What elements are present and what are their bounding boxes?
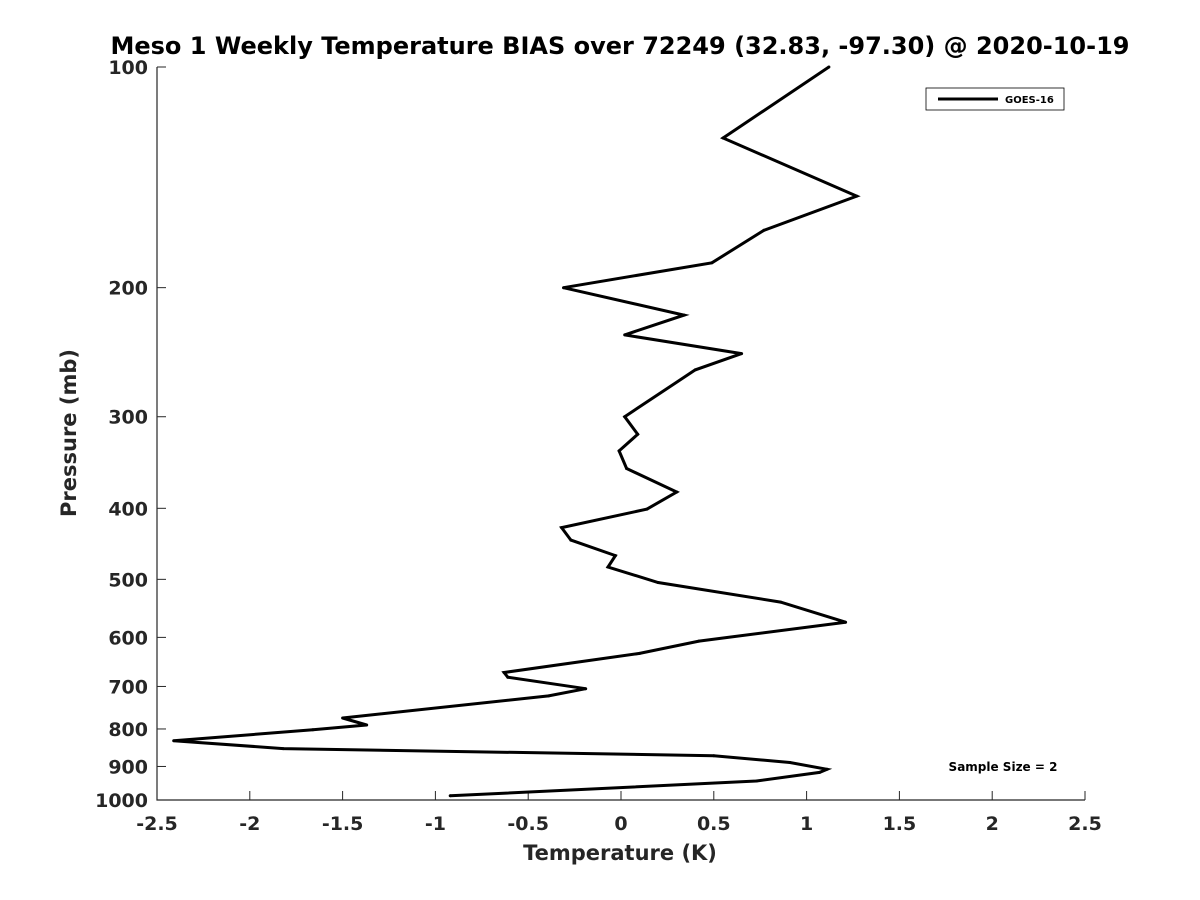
data-point	[506, 675, 510, 679]
x-tick-label: 1.5	[883, 813, 917, 835]
x-tick-label: 2.5	[1068, 813, 1102, 835]
sample-size-annotation: Sample Size = 2	[949, 760, 1058, 774]
data-point	[502, 671, 506, 674]
legend-entry-goes-16: GOES-16	[1005, 95, 1054, 106]
data-point	[755, 779, 758, 783]
data-point	[740, 352, 744, 356]
y-tick-label: 600	[108, 627, 148, 649]
data-point	[710, 261, 714, 265]
data-point	[656, 581, 660, 584]
plot-area: -2.5 -2 -1.5 -1 -0.5 0 0.5 1 1.5 2 2.5 100 200 300 40…	[95, 57, 1102, 835]
x-tick-label: -2.5	[136, 813, 178, 835]
data-point	[827, 65, 831, 69]
x-tick-label: -0.5	[507, 813, 549, 835]
data-point	[818, 770, 822, 774]
chart-title: Meso 1 Weekly Temperature BIAS over 7224…	[110, 32, 1129, 60]
data-point	[625, 467, 629, 470]
y-tick-label: 900	[108, 756, 148, 778]
x-tick-label: -2	[239, 813, 260, 835]
data-point	[645, 507, 649, 511]
y-tick-label: 400	[108, 498, 148, 520]
data-point	[693, 368, 697, 372]
y-tick-label: 300	[108, 407, 148, 429]
y-tick-label: 800	[108, 719, 148, 741]
data-point	[617, 449, 621, 453]
data-point	[682, 313, 686, 317]
y-tick-label: 500	[108, 569, 148, 591]
data-point	[762, 228, 766, 232]
data-point	[365, 723, 369, 727]
data-point	[311, 728, 315, 732]
data-point	[638, 651, 642, 655]
x-axis-label: Temperature (K)	[523, 841, 717, 865]
data-point	[712, 754, 716, 758]
series-line-goes-16	[173, 65, 861, 798]
y-tick-label: 100	[108, 57, 148, 79]
data-point	[855, 194, 859, 198]
data-point	[172, 739, 176, 743]
data-point	[844, 620, 848, 624]
data-point	[341, 716, 345, 720]
data-point	[613, 554, 617, 558]
data-point	[569, 538, 573, 542]
data-point	[675, 490, 679, 494]
x-tick-label: 0.5	[697, 813, 731, 835]
data-point	[281, 747, 285, 751]
data-point	[547, 694, 551, 698]
data-point	[584, 687, 588, 691]
data-point	[623, 415, 627, 419]
data-point	[779, 600, 783, 604]
x-tick-label: 1	[800, 813, 813, 835]
y-tick-label: 200	[108, 278, 148, 300]
y-tick-label: 700	[108, 676, 148, 698]
x-tick-label: -1.5	[322, 813, 364, 835]
y-axis-label: Pressure (mb)	[57, 349, 81, 517]
data-point	[721, 136, 725, 140]
series-points	[172, 65, 859, 798]
data-point	[560, 526, 564, 530]
y-axis-ticks: 100 200 300 400 500 600 700 800 900 1000	[95, 57, 166, 812]
x-tick-label: -1	[425, 813, 446, 835]
data-point	[562, 286, 565, 290]
data-point	[825, 767, 829, 771]
x-tick-label: 2	[986, 813, 999, 835]
x-tick-label: 0	[614, 813, 627, 835]
legend: GOES-16	[925, 87, 1065, 111]
x-axis-ticks: -2.5 -2 -1.5 -1 -0.5 0 0.5 1 1.5 2 2.5	[136, 791, 1102, 835]
data-point	[448, 794, 452, 798]
data-point	[788, 761, 792, 764]
data-point	[697, 639, 701, 643]
y-tick-label: 1000	[95, 790, 148, 812]
data-point	[623, 333, 627, 337]
data-point	[636, 432, 640, 436]
data-point	[606, 565, 610, 569]
